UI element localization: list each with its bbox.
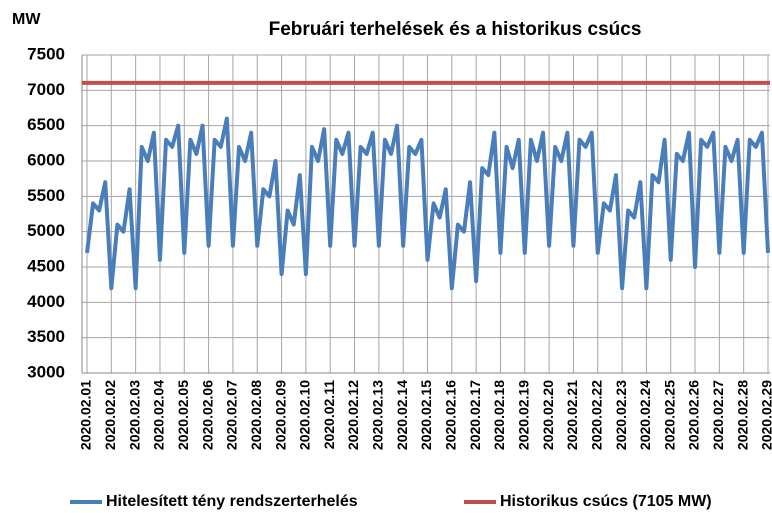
x-tick-label: 2020.02.12 xyxy=(345,380,361,450)
x-tick-label: 2020.02.19 xyxy=(515,380,531,450)
y-tick-label: 4000 xyxy=(27,292,65,311)
x-tick-label: 2020.02.23 xyxy=(613,380,629,450)
x-tick-label: 2020.02.09 xyxy=(272,380,288,450)
x-tick-label: 2020.02.22 xyxy=(588,380,604,450)
x-tick-label: 2020.02.20 xyxy=(540,380,556,450)
x-tick-label: 2020.02.06 xyxy=(199,380,215,450)
x-tick-label: 2020.02.03 xyxy=(126,380,142,450)
chart-title: Februári terhelések és a historikus csúc… xyxy=(269,19,642,40)
x-tick-label: 2020.02.29 xyxy=(759,380,772,450)
y-axis-label: MW xyxy=(12,11,41,28)
x-tick-label: 2020.02.27 xyxy=(710,380,726,450)
x-tick-label: 2020.02.13 xyxy=(370,380,386,450)
data-line xyxy=(85,116,770,291)
x-tick-label: 2020.02.02 xyxy=(102,380,118,450)
x-tick-label: 2020.02.14 xyxy=(394,380,410,450)
y-tick-label: 7500 xyxy=(27,44,65,63)
y-tick-label: 5500 xyxy=(27,186,65,205)
x-tick-label: 2020.02.26 xyxy=(686,380,702,450)
legend-label: Hitelesített tény rendszerterhelés xyxy=(106,493,358,510)
x-tick-label: 2020.02.25 xyxy=(661,380,677,450)
y-tick-label: 6500 xyxy=(27,115,65,134)
x-tick-label: 2020.02.05 xyxy=(175,380,191,450)
x-tick-label: 2020.02.28 xyxy=(734,380,750,450)
y-tick-label: 3000 xyxy=(27,362,65,381)
y-tick-label: 7000 xyxy=(27,80,65,99)
legend-label: Historikus csúcs (7105 MW) xyxy=(500,493,712,510)
x-tick-label: 2020.02.18 xyxy=(491,380,507,450)
y-tick-label: 4500 xyxy=(27,256,65,275)
y-tick-label: 6000 xyxy=(27,150,65,169)
y-tick-label: 5000 xyxy=(27,221,65,240)
x-tick-label: 2020.02.10 xyxy=(297,380,313,450)
x-tick-label: 2020.02.17 xyxy=(467,380,483,450)
x-tick-label: 2020.02.08 xyxy=(248,380,264,450)
y-tick-label: 3500 xyxy=(27,327,65,346)
x-tick-label: 2020.02.04 xyxy=(151,380,167,450)
x-tick-label: 2020.02.01 xyxy=(78,380,94,450)
x-tick-label: 2020.02.24 xyxy=(637,380,653,450)
x-tick-label: 2020.02.15 xyxy=(418,380,434,450)
x-tick-label: 2020.02.11 xyxy=(321,380,337,450)
x-tick-label: 2020.02.16 xyxy=(443,380,459,450)
x-tick-label: 2020.02.21 xyxy=(564,380,580,450)
x-tick-label: 2020.02.07 xyxy=(224,380,240,450)
